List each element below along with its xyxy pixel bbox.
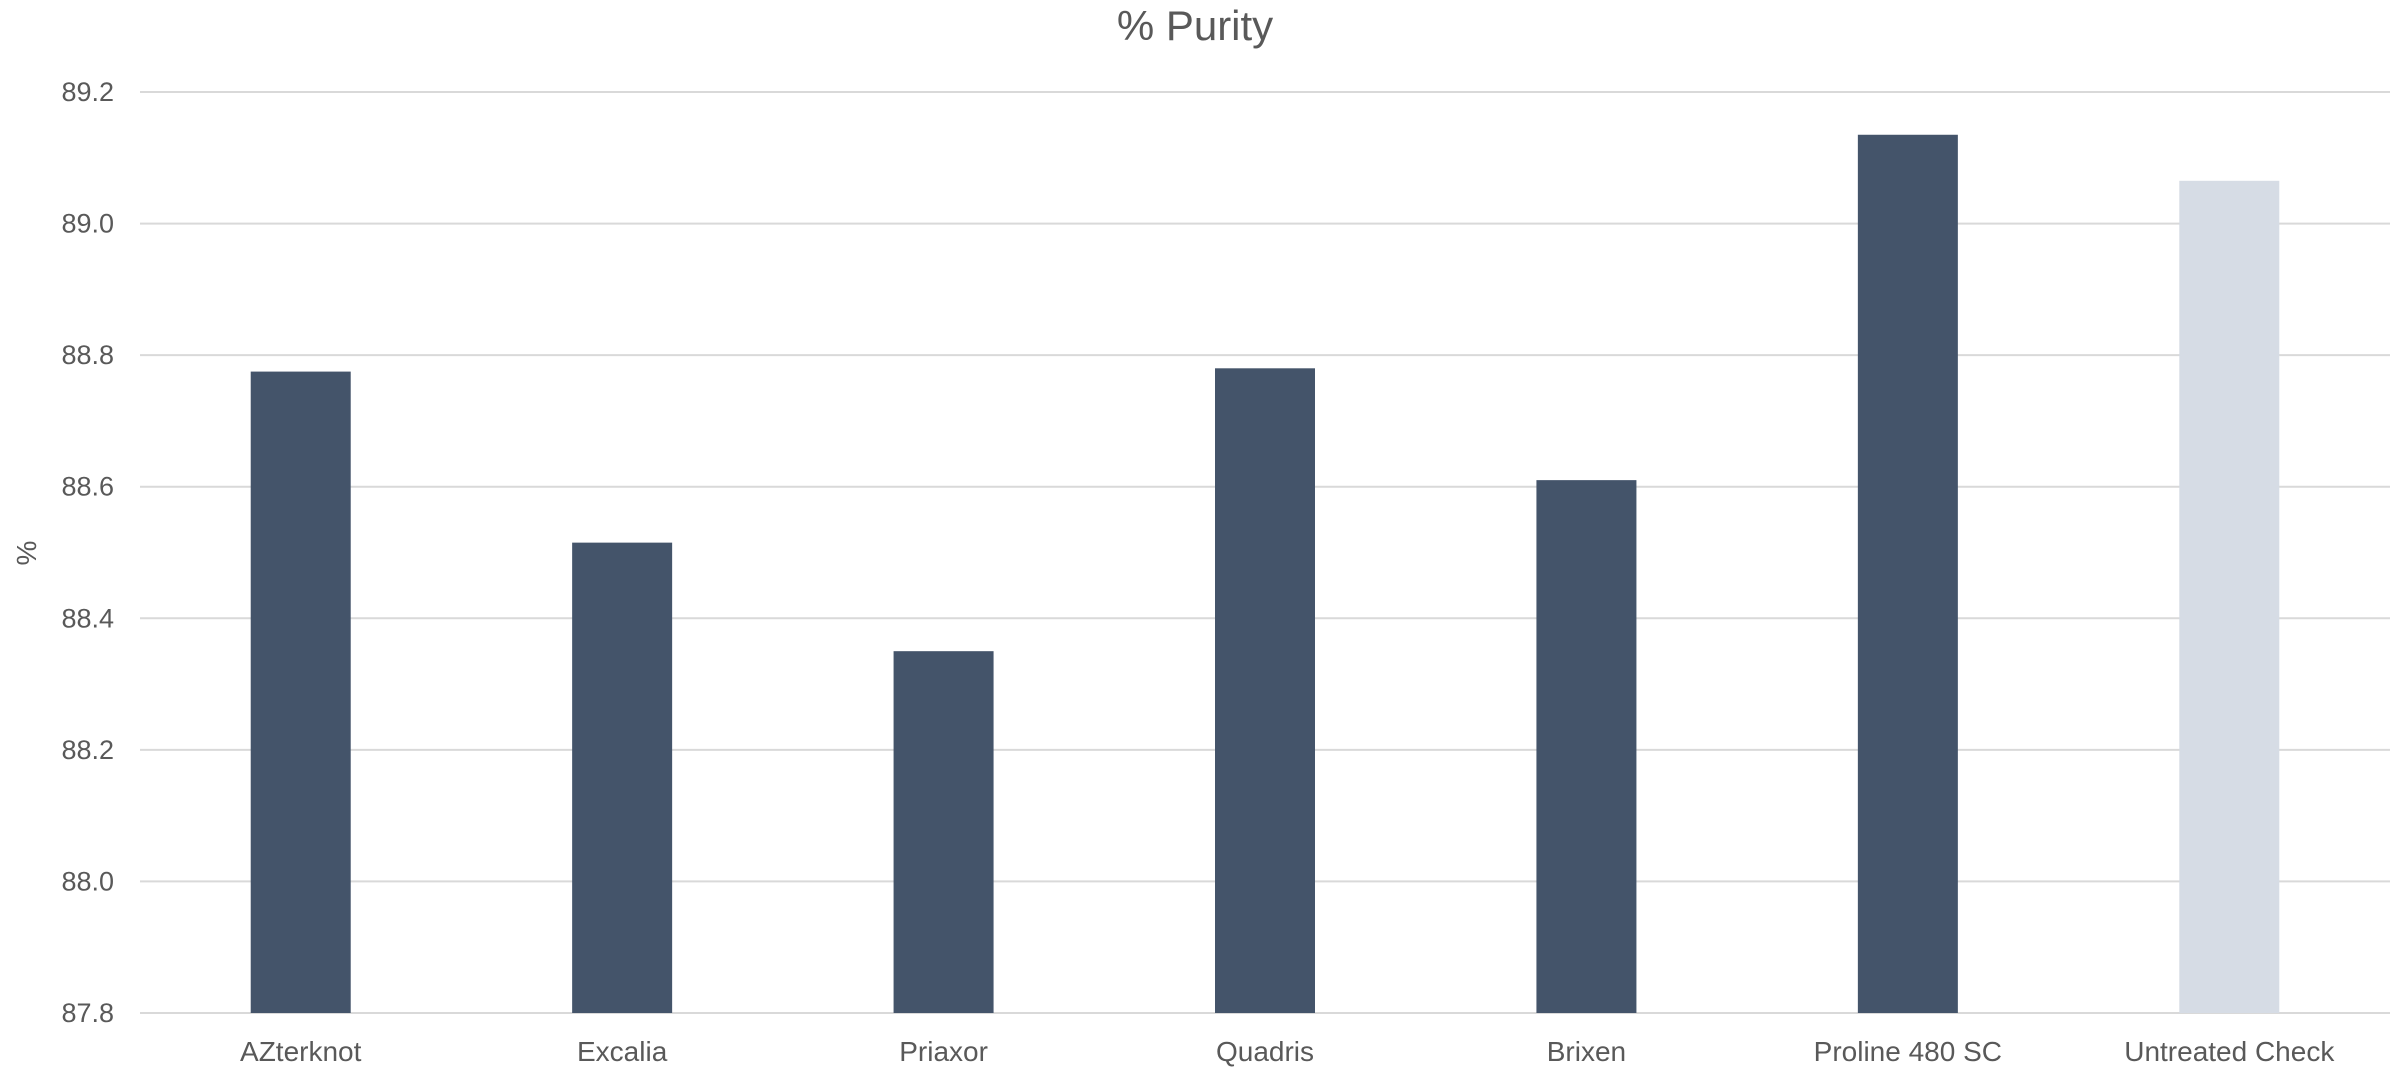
bars xyxy=(250,134,2280,1013)
y-tick-label: 89.0 xyxy=(61,209,114,239)
bar-brixen xyxy=(1536,480,1637,1013)
x-category-label: AZterknot xyxy=(240,1036,362,1067)
x-category-label: Proline 480 SC xyxy=(1814,1036,2002,1067)
x-category-label: Untreated Check xyxy=(2124,1036,2335,1067)
bar-azterknot xyxy=(250,371,351,1013)
bar-excalia xyxy=(572,542,673,1013)
x-category-label: Excalia xyxy=(577,1036,668,1067)
bar-priaxor xyxy=(893,651,994,1013)
x-category-label: Quadris xyxy=(1216,1036,1314,1067)
y-tick-label: 88.6 xyxy=(61,472,114,502)
y-tick-label: 88.8 xyxy=(61,340,114,370)
x-category-label: Priaxor xyxy=(899,1036,988,1067)
bar-untreated-check xyxy=(2179,180,2280,1013)
x-axis-labels: AZterknot Excalia Priaxor Quadris Brixen Prol… xyxy=(240,1036,2335,1067)
chart-title: % Purity xyxy=(1117,2,1273,49)
y-axis-ticks: 87.8 88.0 88.2 88.4 88.6 88.8 89.0 89.2 xyxy=(61,77,114,1028)
x-category-label: Brixen xyxy=(1547,1036,1626,1067)
y-tick-label: 89.2 xyxy=(61,77,114,107)
bar-quadris xyxy=(1215,368,1315,1013)
y-axis-title: % xyxy=(11,541,42,566)
y-tick-label: 88.0 xyxy=(61,866,114,896)
y-tick-label: 87.8 xyxy=(61,998,114,1028)
bar-proline-480-sc xyxy=(1857,134,1958,1013)
y-tick-label: 88.4 xyxy=(61,603,114,633)
y-tick-label: 88.2 xyxy=(61,735,114,765)
